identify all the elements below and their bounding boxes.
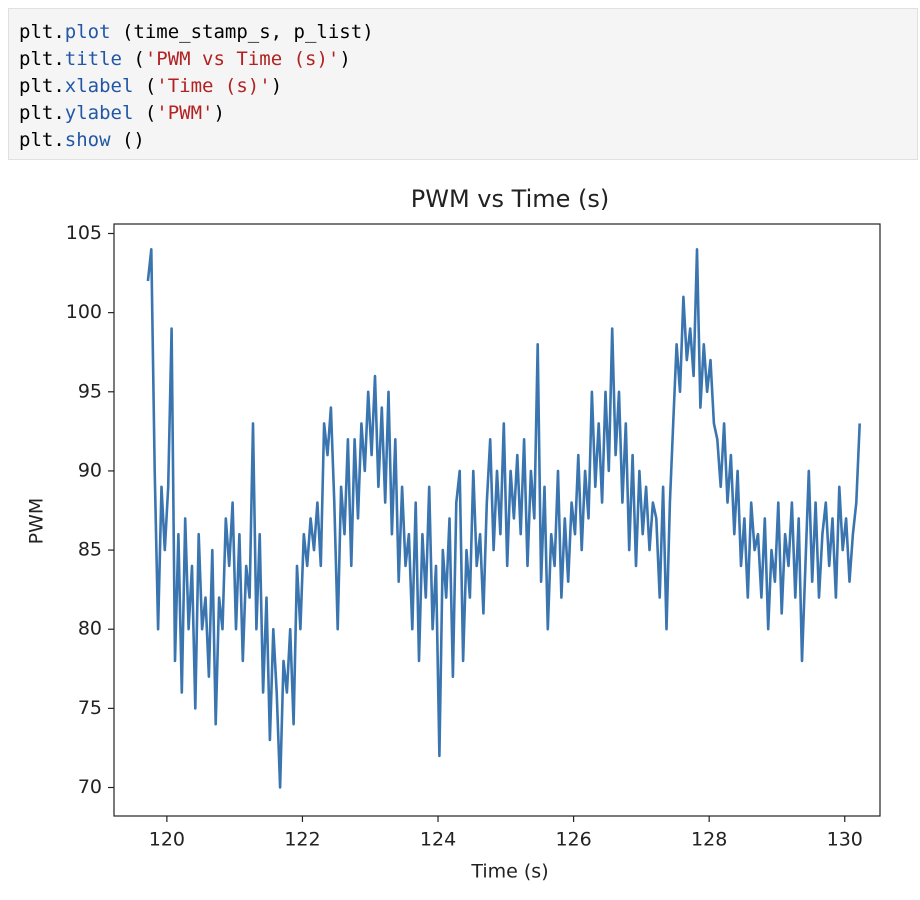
- code-token: show: [64, 129, 111, 151]
- code-token: (): [110, 129, 145, 151]
- y-tick-label: 95: [78, 380, 102, 402]
- code-token: plt.: [19, 102, 65, 124]
- data-line: [146, 248, 861, 789]
- code-token: (: [121, 48, 145, 70]
- x-tick-label: 120: [149, 829, 185, 851]
- chart: PWM vs Time (s) Time (s) PWM 70 75 80 85 90 9…: [26, 185, 881, 883]
- y-tick-label: 100: [66, 301, 102, 323]
- code-line: plt.xlabel ('Time (s)'): [19, 73, 907, 100]
- code-token: 'PWM vs Time (s)': [144, 48, 340, 70]
- code-token: title: [64, 48, 122, 70]
- x-tick-label: 122: [284, 829, 320, 851]
- code-token: (time_stamp_s, p_list): [110, 21, 374, 43]
- code-line: plt.show (): [19, 127, 907, 154]
- code-line: plt.plot (time_stamp_s, p_list): [19, 19, 907, 46]
- code-line: plt.title ('PWM vs Time (s)'): [19, 46, 907, 73]
- x-tick-label: 128: [691, 829, 727, 851]
- chart-title: PWM vs Time (s): [411, 185, 609, 213]
- x-tick-label: 124: [420, 829, 456, 851]
- y-tick-label: 90: [78, 459, 102, 481]
- code-token: plt.: [19, 75, 65, 97]
- code-token: 'PWM': [156, 102, 214, 124]
- code-token: ): [213, 102, 225, 124]
- code-token: plot: [64, 21, 111, 43]
- code-token: plt.: [19, 21, 65, 43]
- code-token: 'Time (s)': [156, 75, 271, 97]
- y-tick-label: 105: [66, 222, 102, 244]
- x-tick-label: 130: [827, 829, 863, 851]
- y-tick-label: 80: [78, 618, 102, 640]
- x-tick-label: 126: [555, 829, 591, 851]
- code-token: ylabel: [64, 102, 134, 124]
- axes-frame: [113, 223, 881, 817]
- y-axis-label: PWM: [26, 498, 48, 545]
- y-tick-label: 70: [78, 776, 102, 798]
- code-token: (: [133, 75, 157, 97]
- code-token: xlabel: [64, 75, 134, 97]
- code-line: plt.ylabel ('PWM'): [19, 100, 907, 127]
- x-axis-label: Time (s): [470, 861, 548, 883]
- code-token: plt.: [19, 129, 65, 151]
- y-tick-label: 85: [78, 539, 102, 561]
- code-token: plt.: [19, 48, 65, 70]
- code-token: ): [270, 75, 283, 97]
- code-cell: plt.plot (time_stamp_s, p_list) plt.titl…: [8, 8, 918, 160]
- code-token: (: [133, 102, 157, 124]
- y-tick-label: 75: [78, 697, 102, 719]
- code-token: ): [339, 48, 351, 70]
